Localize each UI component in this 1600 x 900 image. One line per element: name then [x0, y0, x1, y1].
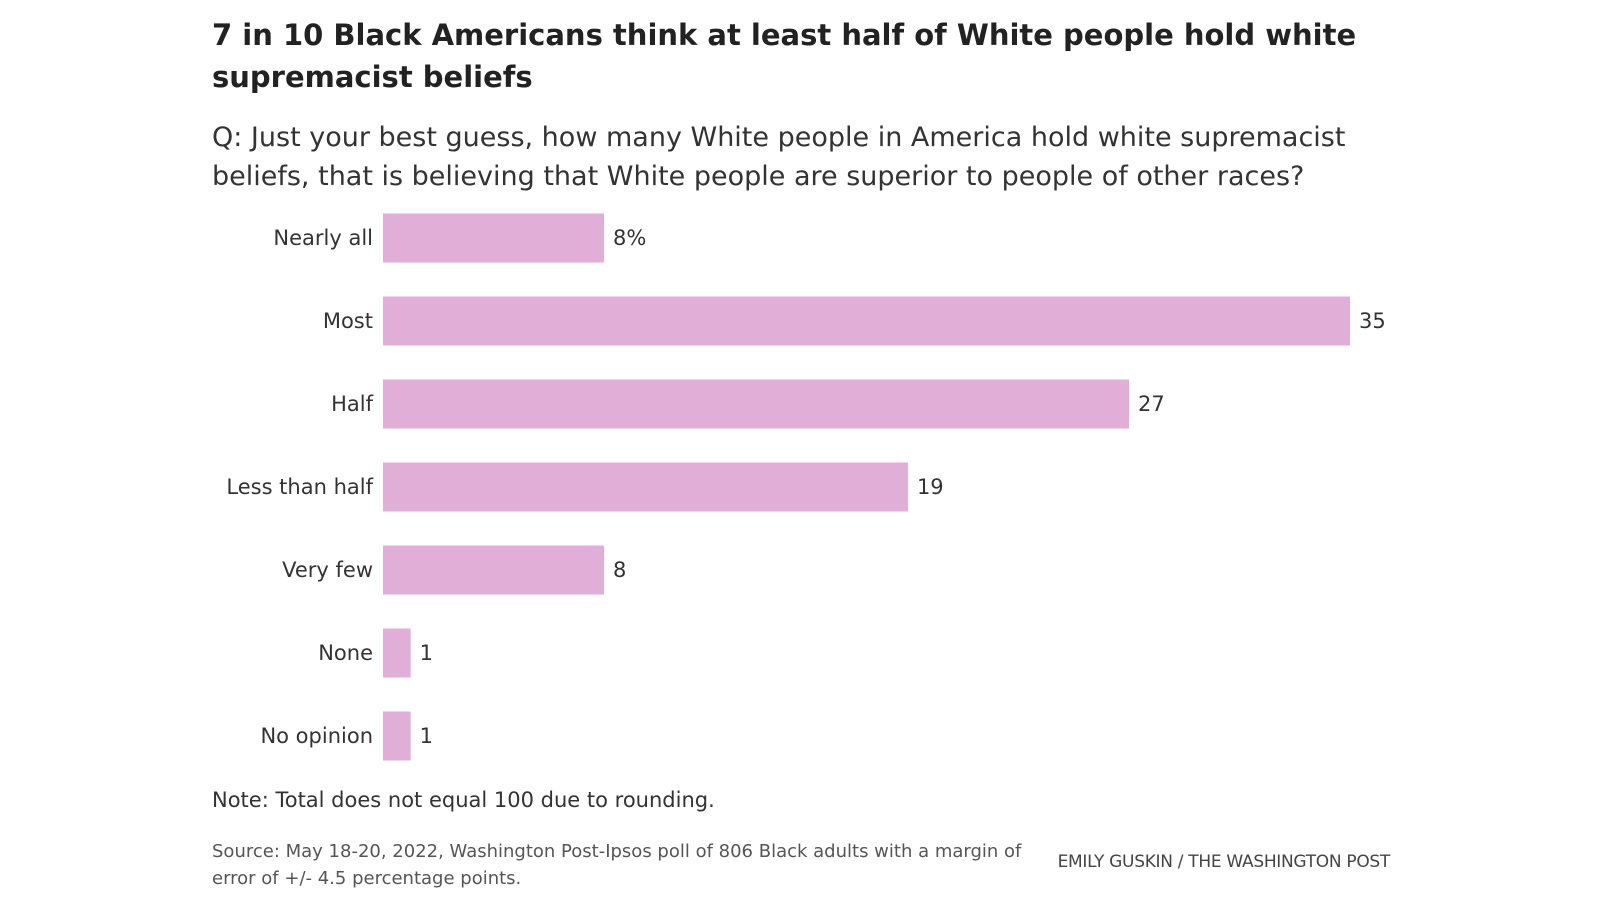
value-label: 1	[420, 724, 433, 748]
category-label: Less than half	[226, 475, 373, 499]
chart-credit: EMILY GUSKIN / THE WASHINGTON POST	[1057, 852, 1391, 872]
chart-subtitle: Q: Just your best guess, how many White …	[212, 122, 1346, 192]
category-label: No opinion	[260, 724, 373, 748]
chart-note: Note: Total does not equal 100 due to ro…	[212, 788, 715, 812]
category-label: Nearly all	[273, 226, 373, 250]
category-label: Very few	[282, 558, 373, 582]
bar	[383, 545, 605, 595]
bar	[383, 296, 1350, 346]
value-label: 19	[917, 475, 944, 499]
value-label: 27	[1138, 392, 1165, 416]
chart-title: 7 in 10 Black Americans think at least h…	[212, 18, 1357, 94]
value-label: 1	[420, 641, 433, 665]
value-label: 8	[613, 558, 626, 582]
category-label: Most	[323, 309, 373, 333]
chart-source: Source: May 18-20, 2022, Washington Post…	[212, 841, 1022, 889]
value-label: 8%	[613, 226, 646, 250]
bar	[383, 711, 411, 761]
bar	[383, 462, 908, 512]
bar	[383, 379, 1129, 429]
category-label: Half	[331, 392, 373, 416]
category-label: None	[318, 641, 373, 665]
bar	[383, 213, 605, 263]
bar	[383, 628, 411, 678]
value-label: 35	[1359, 309, 1386, 333]
